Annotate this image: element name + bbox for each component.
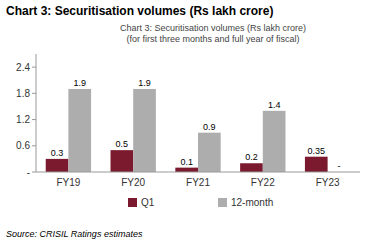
- y-tick-label: 0.6: [16, 140, 30, 151]
- title: Chart 3: Securitisation volumes (Rs lakh…: [6, 4, 273, 18]
- y-tick-label: -: [27, 167, 30, 178]
- x-axis: [36, 172, 360, 173]
- legend-swatch: [218, 198, 227, 207]
- x-tick-label: FY22: [251, 177, 275, 188]
- y-tick: [32, 172, 36, 173]
- bar: [240, 163, 263, 172]
- legend-label: 12-month: [231, 197, 273, 208]
- y-tick-label: 1.2: [16, 114, 30, 125]
- x-tick-label: FY19: [56, 177, 80, 188]
- chart: Chart 3: Securitisation volumes (Rs lakh…: [0, 0, 368, 245]
- legend-swatch: [128, 198, 137, 207]
- x-tick-label: FY20: [121, 177, 145, 188]
- data-label: 1.4: [268, 100, 281, 110]
- data-label: 0.1: [180, 157, 193, 167]
- y-tick: [32, 93, 36, 94]
- y-axis: [36, 54, 37, 172]
- data-label: 0.5: [116, 139, 129, 149]
- bars: [46, 89, 328, 172]
- data-labels: 0.3 0.5 0.1 0.2 0.35 1.9 1.9 0.9 1.4 -: [51, 78, 341, 171]
- data-label: 0.9: [203, 122, 216, 132]
- bar: [111, 150, 134, 172]
- y-tick: [32, 119, 36, 120]
- y-tick: [32, 145, 36, 146]
- bar: [175, 168, 198, 172]
- bar: [133, 89, 156, 172]
- data-label: 0.3: [51, 148, 64, 158]
- y-tick: [32, 67, 36, 68]
- data-label: 1.9: [138, 78, 151, 88]
- data-label: 0.2: [245, 152, 258, 162]
- y-tick-label: 2.4: [16, 62, 30, 73]
- bar: [198, 133, 221, 172]
- subtitle: Chart 3: Securitisation volumes (Rs lakh…: [120, 23, 306, 33]
- data-label: 0.35: [307, 146, 325, 156]
- y-tick-label: 1.8: [16, 88, 30, 99]
- data-label: 1.9: [73, 78, 86, 88]
- source: Source: CRISIL Ratings estimates: [6, 229, 143, 239]
- bar: [68, 89, 91, 172]
- x-tick-label: FY21: [186, 177, 210, 188]
- legend-label: Q1: [141, 197, 155, 208]
- bar: [46, 159, 69, 172]
- bar: [305, 157, 328, 172]
- legend: Q1 12-month: [128, 197, 273, 208]
- subtitle: (for first three months and full year of…: [126, 34, 299, 44]
- x-tick-label: FY23: [316, 177, 340, 188]
- data-label: -: [337, 161, 340, 171]
- bar: [263, 111, 286, 172]
